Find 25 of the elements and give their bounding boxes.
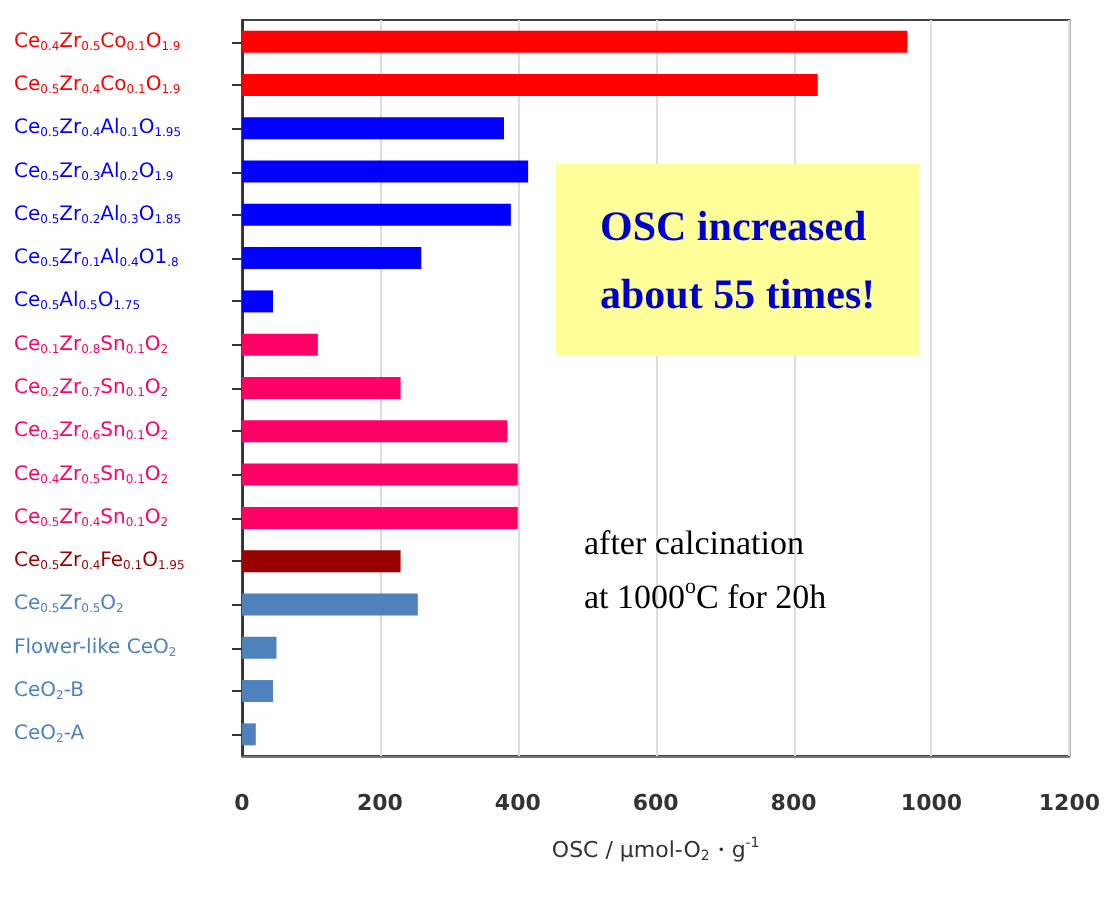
bar [242,290,274,313]
bar [242,117,505,140]
bar [242,506,518,529]
bar [242,377,401,399]
bar [242,73,818,96]
bar [242,333,318,356]
bar [242,160,529,183]
bar [242,723,256,746]
bar [242,636,277,659]
x-tick-label: 600 [632,790,680,816]
bar [242,550,401,573]
x-tick-label: 0 [234,790,251,816]
x-tick-label: 200 [356,790,404,816]
bar [242,680,274,703]
bar [242,30,908,53]
bar [242,420,508,443]
x-tick-label: 1000 [900,790,963,816]
bar [242,463,518,486]
x-tick-label: 1200 [1038,790,1101,816]
bar [242,593,418,616]
x-tick-label: 800 [770,790,818,816]
bar [242,247,422,270]
annotation: OSC increased about 55 times! [600,202,876,318]
bar [242,203,511,226]
x-tick-label: 400 [494,790,542,816]
